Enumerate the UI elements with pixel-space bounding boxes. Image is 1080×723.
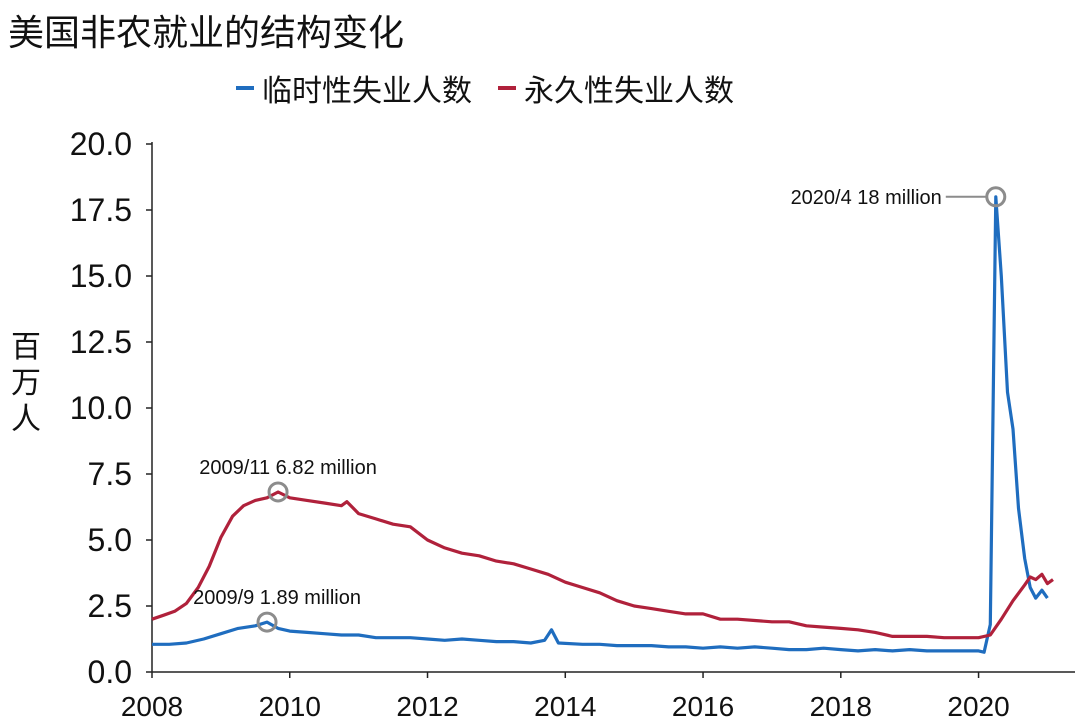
y-axis-label-char: 人 [11, 402, 41, 437]
annotation-label: 2009/11 6.82 million [199, 457, 377, 479]
x-tick-label: 2008 [121, 691, 183, 722]
x-tick-label: 2018 [810, 691, 872, 722]
y-axis-label-char: 万 [11, 366, 41, 401]
annotation-marker [267, 481, 289, 503]
legend-swatch-permanent [498, 86, 516, 90]
legend-label-temporary: 临时性失业人数 [262, 74, 472, 109]
x-tick-label: 2010 [259, 691, 321, 722]
y-axis-label-char: 百 [11, 330, 41, 365]
annotation-marker [256, 611, 278, 633]
y-tick-label: 7.5 [88, 456, 132, 492]
legend: 临时性失业人数 永久性失业人数 [236, 66, 760, 110]
y-axis-label: 百万人 [6, 330, 46, 438]
x-tick-label: 2016 [672, 691, 734, 722]
legend-swatch-temporary [236, 86, 254, 90]
x-tick-label: 2014 [534, 691, 596, 722]
series-line-temporary [152, 195, 1049, 654]
y-tick-label: 0.0 [88, 654, 132, 690]
y-tick-label: 15.0 [70, 258, 132, 294]
series-line-permanent [151, 490, 1054, 640]
y-tick-label: 10.0 [70, 390, 132, 426]
y-tick-label: 5.0 [88, 522, 132, 558]
legend-item-temporary: 临时性失业人数 [236, 66, 472, 110]
y-tick-label: 2.5 [88, 588, 132, 624]
annotation-label: 2009/9 1.89 million [193, 587, 361, 609]
y-tick-label: 17.5 [70, 192, 132, 228]
legend-item-permanent: 永久性失业人数 [498, 66, 734, 110]
annotation-label: 2020/4 18 million [791, 187, 942, 209]
x-tick-label: 2012 [396, 691, 458, 722]
y-tick-label: 12.5 [70, 324, 132, 360]
annotation-marker [985, 186, 1007, 208]
x-tick-label: 2020 [947, 691, 1009, 722]
y-tick-label: 20.0 [70, 126, 132, 162]
chart-title: 美国非农就业的结构变化 [8, 13, 405, 54]
legend-label-permanent: 永久性失业人数 [524, 74, 734, 109]
